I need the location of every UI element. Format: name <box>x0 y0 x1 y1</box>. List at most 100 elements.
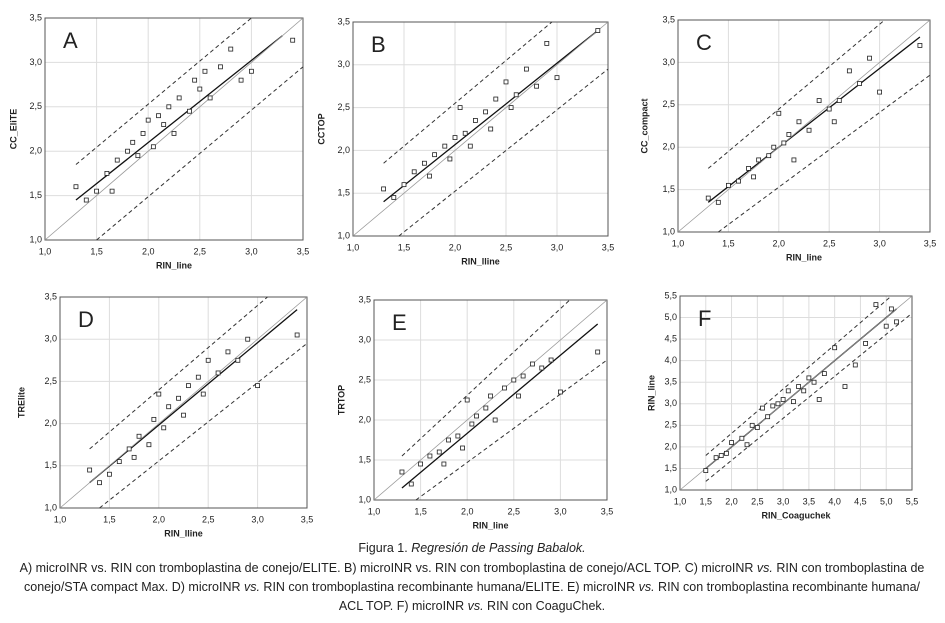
point <box>73 184 79 190</box>
point <box>218 64 223 70</box>
point <box>114 157 120 163</box>
point <box>116 459 122 464</box>
caption-segment: vs. <box>244 580 260 594</box>
point <box>467 143 473 149</box>
point <box>202 68 208 74</box>
x-tick-label: 3,0 <box>251 514 264 524</box>
point <box>107 471 112 477</box>
point <box>751 174 756 180</box>
x-axis-label: RIN_Coaguchek <box>761 510 831 520</box>
point <box>235 357 241 363</box>
point <box>197 86 203 92</box>
y-tick-label: 2,5 <box>664 420 677 430</box>
x-axis-label: RIN_line <box>472 520 508 530</box>
point <box>391 195 397 200</box>
fit-line <box>59 296 308 509</box>
point <box>460 445 465 451</box>
x-axis-label: RIN_lline <box>461 256 500 266</box>
point <box>493 96 499 102</box>
panel-letter: B <box>371 32 386 57</box>
x-tick-label: 1,0 <box>347 242 360 252</box>
x-axis-label: RIN_lline <box>164 528 203 538</box>
point <box>749 422 755 428</box>
point <box>427 173 432 179</box>
y-tick-label: 4,0 <box>664 355 677 365</box>
x-tick-label: 1,5 <box>398 242 411 252</box>
point <box>766 153 772 159</box>
x-tick-label: 1,0 <box>39 246 52 256</box>
y-tick-label: 2,0 <box>44 418 57 428</box>
point <box>530 361 535 367</box>
point <box>796 384 801 389</box>
point <box>744 442 750 448</box>
fit-line <box>705 295 892 456</box>
y-tick-label: 2,0 <box>337 145 350 155</box>
point <box>455 433 461 439</box>
y-tick-label: 1,5 <box>664 463 677 473</box>
point <box>821 371 827 377</box>
point <box>205 357 211 363</box>
y-tick-label: 3,0 <box>44 334 57 344</box>
point <box>166 104 172 110</box>
caption-title-italic: Regresión de Passing Babalok. <box>411 541 585 555</box>
point <box>469 421 475 427</box>
x-tick-label: 3,0 <box>873 238 886 248</box>
point <box>176 95 182 101</box>
point <box>97 480 102 486</box>
y-axis-label: CC_EliTE <box>8 109 18 150</box>
point <box>846 68 852 74</box>
x-tick-label: 2,5 <box>508 506 521 516</box>
y-tick-label: 1,0 <box>44 502 57 512</box>
point <box>483 109 489 115</box>
point <box>756 157 762 163</box>
point <box>130 139 136 145</box>
point <box>842 384 848 389</box>
y-tick-label: 1,5 <box>44 460 57 470</box>
point <box>888 306 894 312</box>
y-axis-label: TREIite <box>16 387 26 418</box>
x-axis-label: RIN_line <box>156 260 192 270</box>
caption-segment: RIN con CoaguChek. <box>484 599 606 613</box>
point <box>441 461 447 467</box>
point <box>806 127 812 133</box>
point <box>877 89 882 95</box>
x-tick-label: 5,5 <box>906 496 919 506</box>
caption-line: conejo/STA compact Max. D) microINR vs. … <box>24 580 921 594</box>
x-tick-label: 2,0 <box>773 238 786 248</box>
y-tick-label: 1,0 <box>358 494 371 504</box>
fit-line <box>352 21 609 237</box>
fit-line <box>705 312 913 482</box>
fit-line <box>383 21 553 164</box>
point <box>436 449 442 455</box>
x-tick-label: 2,0 <box>449 242 462 252</box>
point <box>166 404 172 410</box>
point <box>248 68 254 74</box>
point <box>786 132 792 137</box>
point <box>462 130 468 136</box>
point <box>801 388 807 394</box>
x-tick-label: 3,5 <box>297 246 310 256</box>
point <box>765 414 771 420</box>
caption-segment: A) microINR vs. RIN con tromboplastina d… <box>20 561 757 575</box>
point <box>381 186 387 192</box>
caption-segment: RIN con tromboplastina recombinante huma… <box>655 580 921 594</box>
fit-line <box>401 323 599 489</box>
point <box>852 362 858 368</box>
point <box>781 140 787 146</box>
point <box>816 397 822 402</box>
panel-letter: C <box>696 30 712 55</box>
point <box>780 397 786 402</box>
fit-line <box>707 19 885 169</box>
panel-letter: D <box>78 307 94 332</box>
x-tick-label: 2,5 <box>202 514 215 524</box>
point <box>126 446 132 452</box>
point <box>713 455 719 461</box>
caption-segment: vs. <box>468 599 484 613</box>
point <box>539 365 545 371</box>
point <box>516 393 521 399</box>
point <box>186 383 191 389</box>
point <box>832 345 838 351</box>
fit-line <box>398 68 609 237</box>
fit-line <box>383 30 599 203</box>
point <box>595 349 601 355</box>
